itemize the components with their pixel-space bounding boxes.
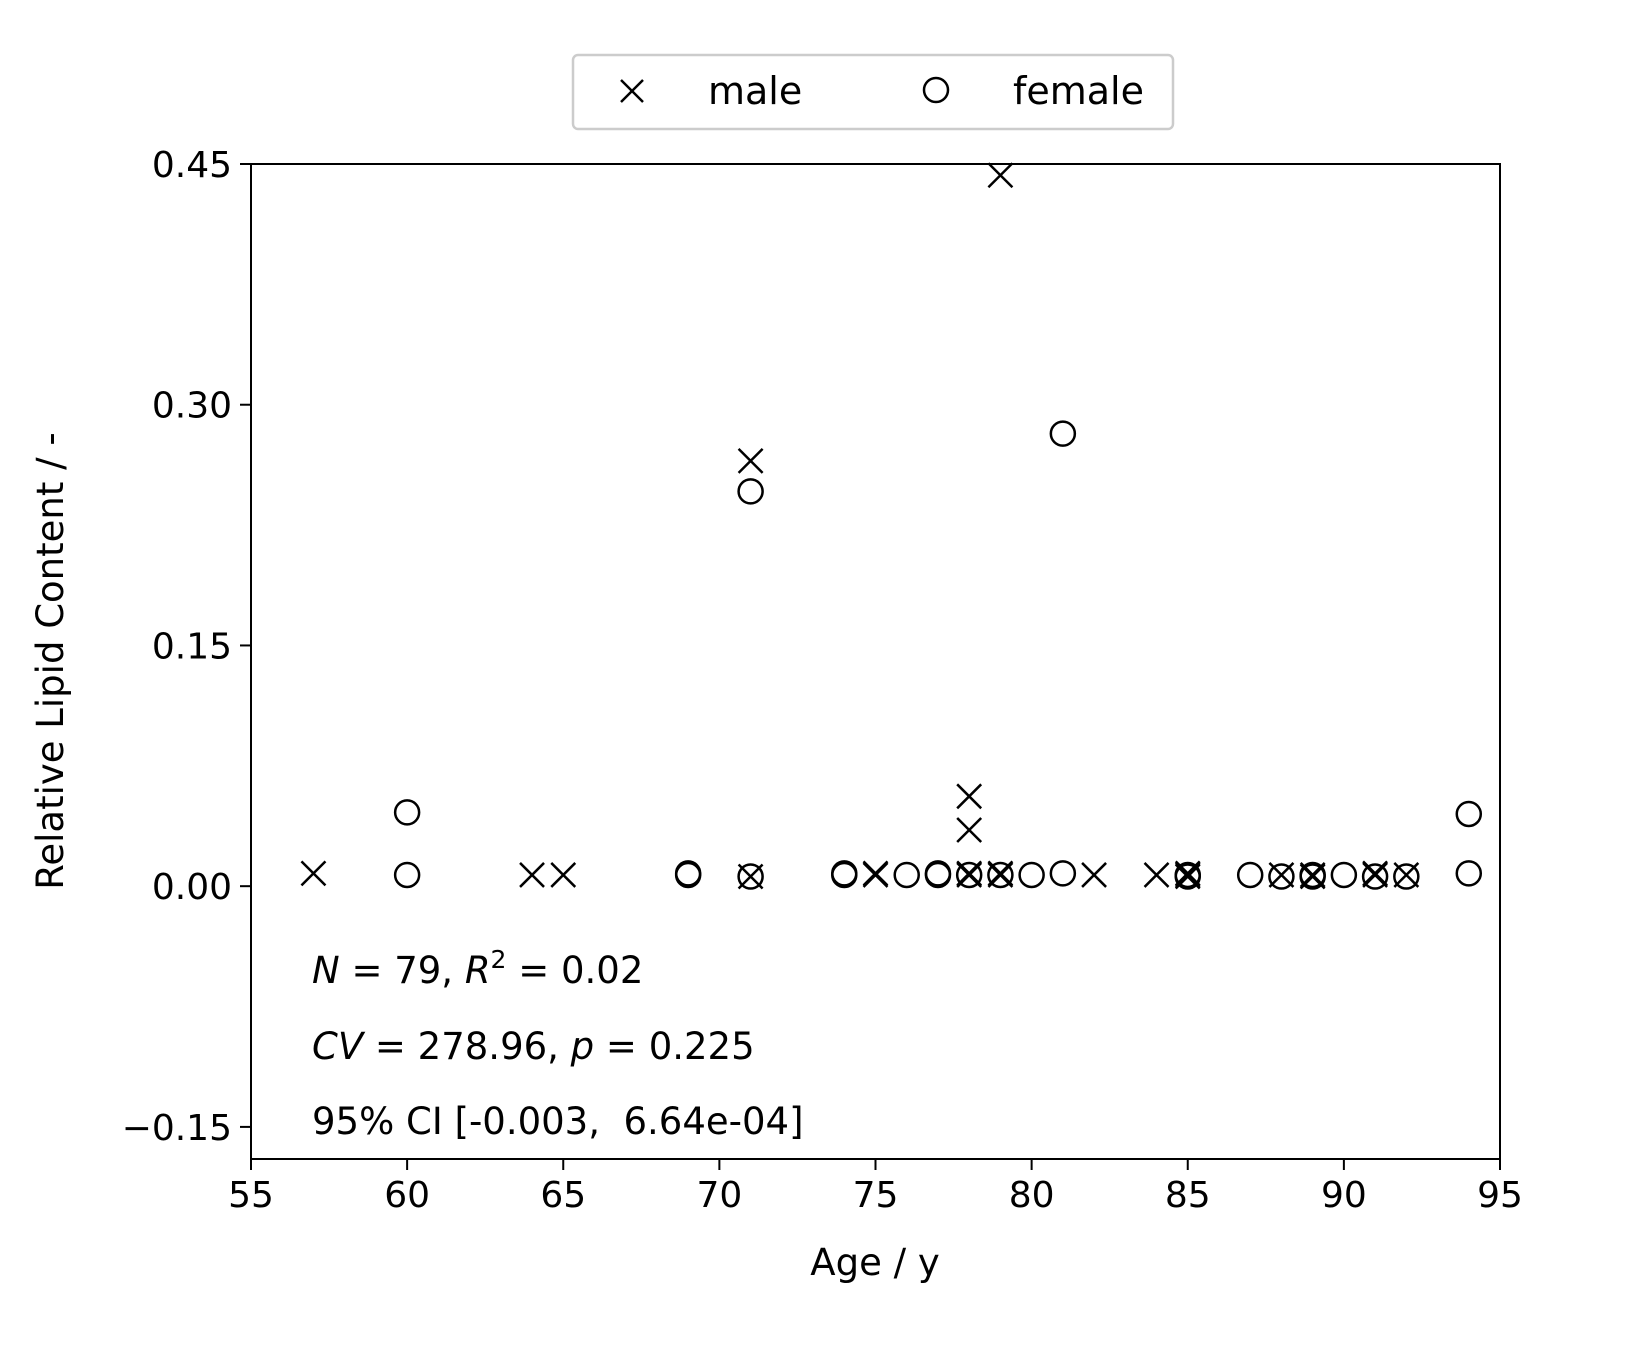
data-point-male xyxy=(519,862,545,888)
data-point-male xyxy=(550,862,577,888)
data-point-female xyxy=(674,861,702,889)
data-point-male xyxy=(1143,862,1170,888)
data-point-female xyxy=(1393,863,1420,890)
data-point-female xyxy=(1236,861,1264,889)
legend-marker-female xyxy=(922,76,950,104)
data-point-female xyxy=(924,861,952,889)
data-point-female xyxy=(1330,861,1358,889)
legend-marker-male xyxy=(620,79,644,103)
x-tick-label: 60 xyxy=(384,1175,430,1216)
data-point-female xyxy=(987,861,1014,889)
data-point-female xyxy=(737,863,764,890)
data-point-female xyxy=(831,861,858,889)
stats-n-r2: N = 79, R2 = 0.02 xyxy=(312,945,643,992)
stats-ci: 95% CI [-0.003, 6.64e-04] xyxy=(312,1100,804,1143)
data-point-female xyxy=(1455,800,1483,828)
y-tick-label: 0.30 xyxy=(152,386,232,427)
data-point-male xyxy=(737,448,764,474)
data-point-female xyxy=(1361,863,1389,890)
y-tick-label: 0.00 xyxy=(152,867,232,908)
data-point-male xyxy=(862,862,889,888)
y-tick-label: −0.15 xyxy=(122,1108,232,1149)
x-tick-label: 65 xyxy=(540,1175,586,1216)
x-tick-label: 85 xyxy=(1165,1175,1211,1216)
data-point-female xyxy=(1018,861,1045,889)
x-tick-label: 75 xyxy=(853,1175,899,1216)
series-female xyxy=(393,420,1483,890)
data-point-female xyxy=(393,799,421,826)
legend-frame xyxy=(571,53,1175,131)
data-point-female xyxy=(1299,863,1326,890)
series-male xyxy=(300,162,1420,890)
x-tick-label: 70 xyxy=(696,1175,742,1216)
x-tick-label: 95 xyxy=(1477,1175,1523,1216)
data-point-female xyxy=(893,861,920,889)
stats-cv-p: CV = 278.96, p = 0.225 xyxy=(312,1025,755,1068)
data-point-male xyxy=(956,783,983,810)
x-tick-label: 55 xyxy=(228,1175,274,1216)
data-point-female xyxy=(1049,860,1077,887)
data-point-male xyxy=(956,817,983,843)
legend-label-female: female xyxy=(1013,69,1144,113)
data-point-female xyxy=(393,861,421,889)
legend-label-male: male xyxy=(708,69,802,113)
data-point-male xyxy=(987,162,1014,189)
data-point-female xyxy=(1268,863,1295,890)
x-tick-label: 80 xyxy=(1009,1175,1055,1216)
x-tick-label: 90 xyxy=(1321,1175,1367,1216)
data-point-female xyxy=(737,478,764,505)
data-point-male xyxy=(1081,862,1107,888)
data-point-female xyxy=(1174,863,1201,890)
y-axis-label: Relative Lipid Content / - xyxy=(29,432,72,889)
data-point-female xyxy=(1049,420,1077,447)
data-point-female xyxy=(1455,860,1483,887)
legend: male female xyxy=(571,53,1175,131)
x-axis: 55 60 65 70 75 80 85 90 95 xyxy=(228,1159,1523,1216)
x-axis-label: Age / y xyxy=(810,1241,939,1284)
data-point-female xyxy=(955,861,983,889)
y-axis: 0.45 0.30 0.15 0.00 −0.15 xyxy=(122,145,251,1149)
plot-area xyxy=(250,163,1501,1160)
y-tick-label: 0.15 xyxy=(152,626,232,667)
y-tick-label: 0.45 xyxy=(152,145,232,186)
data-point-male xyxy=(1362,860,1388,887)
data-point-male xyxy=(300,860,327,887)
